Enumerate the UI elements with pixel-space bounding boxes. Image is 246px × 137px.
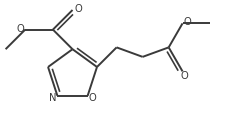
Text: O: O <box>89 93 96 103</box>
Text: O: O <box>75 4 82 14</box>
Text: O: O <box>16 24 24 34</box>
Text: N: N <box>49 93 56 103</box>
Text: O: O <box>181 71 188 81</box>
Text: O: O <box>184 17 191 27</box>
